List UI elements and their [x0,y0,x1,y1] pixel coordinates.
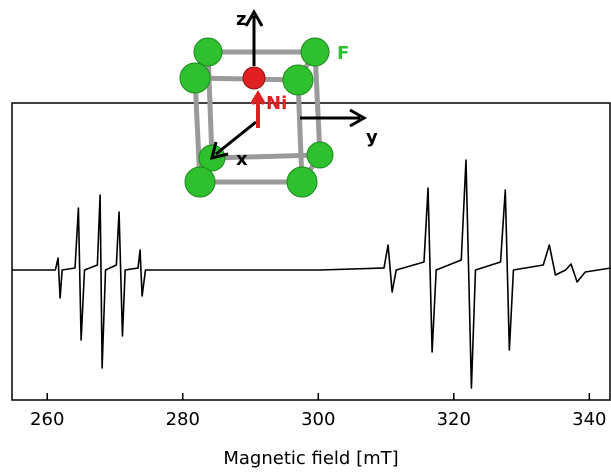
atom-annotation: Ni [266,93,287,114]
x-tick-label: 280 [166,409,200,430]
crystal-inset: z F Ni y x [179,8,378,198]
x-tick-label: 300 [301,409,335,430]
axis-annotation: x [236,149,248,170]
spectrum-line [12,159,611,389]
x-tick-label: 260 [30,409,64,430]
x-tick-label: 320 [437,409,471,430]
axis-annotation: y [366,127,378,148]
axis-annotation: z [236,9,246,30]
x-axis-label: Magnetic field [mT] [223,448,398,469]
plot-frame [11,102,611,401]
atom-annotation: F [337,43,349,64]
x-tick-label: 340 [572,409,606,430]
